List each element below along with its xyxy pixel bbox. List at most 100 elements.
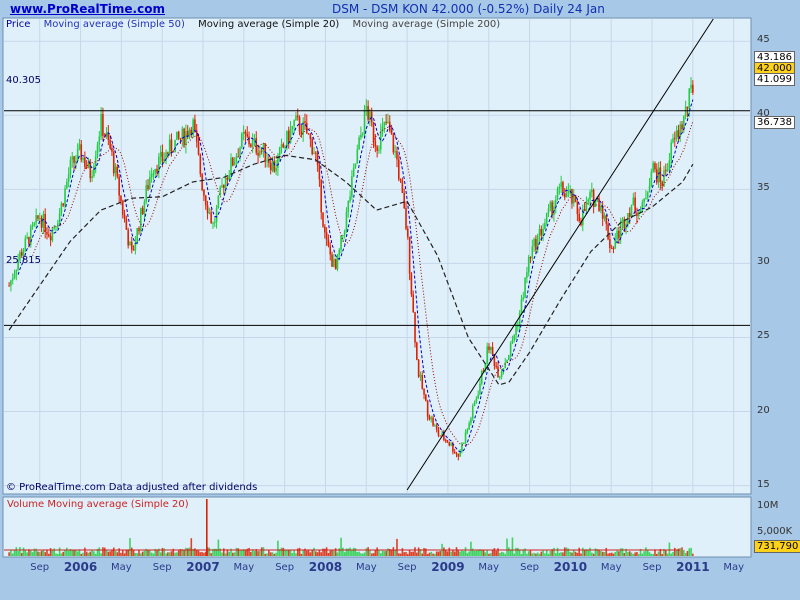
volume-bar [158, 548, 160, 556]
candle-body [232, 157, 234, 166]
volume-bar [572, 549, 575, 556]
candle-body [51, 228, 54, 241]
volume-bar [93, 551, 95, 556]
candle-body [616, 230, 618, 240]
volume-bar [60, 553, 63, 556]
volume-bar [94, 553, 97, 556]
volume-bar [356, 552, 359, 556]
candle-body [277, 155, 279, 168]
candle-body [574, 195, 577, 203]
candle-body [466, 429, 469, 433]
volume-bar [639, 548, 642, 556]
candle-body [71, 156, 74, 160]
candle-body [251, 139, 254, 147]
candle-body [363, 109, 366, 134]
volume-bar [333, 550, 335, 556]
candle-body [493, 354, 496, 367]
x-tick-label: Sep [520, 562, 539, 573]
volume-bar [397, 553, 400, 556]
chart-title: DSM - DSM KON 42.000 (-0.52%) Daily 24 J… [332, 2, 605, 16]
candle-body [441, 433, 443, 437]
volume-bar [536, 552, 539, 556]
candle-body [417, 359, 420, 377]
candle-body [455, 453, 458, 455]
volume-bar [26, 552, 28, 556]
candle-body [632, 197, 635, 206]
candle-body [529, 257, 532, 259]
volume-bar [190, 538, 193, 556]
volume-bar [33, 548, 36, 556]
ma200-line [8, 154, 694, 386]
candle-body [98, 136, 101, 145]
candle-body [502, 368, 505, 372]
volume-bar [648, 552, 651, 556]
volume-bar [222, 548, 225, 556]
candle-body [289, 129, 292, 144]
volume-bar [40, 550, 43, 556]
volume-bar [237, 548, 240, 556]
volume-bar [690, 547, 692, 556]
volume-bar [327, 552, 330, 556]
volume-bar [246, 548, 249, 556]
volume-bar [318, 549, 321, 556]
candle-body [123, 214, 126, 219]
candle-body [452, 443, 454, 452]
candle-body [636, 212, 638, 217]
candle-body [473, 402, 476, 406]
site-link[interactable]: www.ProRealTime.com [10, 2, 165, 16]
candle-body [526, 272, 528, 279]
candle-body [58, 213, 61, 224]
candle-body [661, 181, 663, 187]
legend-ma50: Moving average (Simple 50) [43, 19, 185, 30]
candle-body [592, 189, 595, 208]
volume-bar [132, 549, 135, 556]
candle-body [248, 136, 250, 145]
volume-bar [221, 552, 223, 556]
price-panel [2, 17, 752, 495]
x-tick-label: May [600, 562, 622, 573]
candle-body [504, 362, 507, 369]
volume-bar [136, 553, 138, 556]
candle-body [168, 139, 171, 154]
volume-bar [379, 553, 382, 556]
volume-bar [461, 550, 463, 556]
candle-body [300, 131, 303, 135]
volume-bar [98, 547, 101, 556]
legend-ma20: Moving average (Simple 20) [198, 19, 340, 30]
volume-bar [489, 553, 492, 556]
volume-bar [125, 549, 128, 556]
volume-bar [388, 548, 391, 556]
candle-body [605, 215, 608, 224]
candle-body [623, 219, 626, 229]
low-badge: 41.099 [754, 73, 795, 86]
candle-body [423, 388, 425, 395]
candle-body [114, 166, 117, 174]
x-tick-label: Sep [397, 562, 417, 573]
candle-body [338, 249, 341, 255]
candle-body [291, 126, 294, 130]
candle-body [94, 156, 97, 167]
volume-bar [298, 547, 301, 556]
candle-body [22, 250, 25, 256]
candle-body [176, 131, 178, 140]
volume-bar [17, 551, 19, 556]
candle-body [140, 208, 142, 232]
candle-body [628, 213, 631, 217]
volume-bar [138, 550, 140, 556]
volume-bar [305, 550, 308, 556]
candle-body [421, 375, 424, 389]
candle-body [677, 130, 680, 138]
volume-bar [518, 549, 521, 556]
volume-bar [179, 549, 182, 556]
volume-bar [183, 550, 185, 556]
candle-body [439, 435, 442, 437]
volume-bar [396, 538, 398, 556]
volume-bar [286, 550, 288, 556]
volume-bar [504, 553, 507, 556]
volume-bar [473, 550, 476, 556]
candle-body [316, 153, 319, 166]
candle-body [156, 168, 158, 173]
volume-bar [349, 547, 351, 556]
candle-body [434, 425, 436, 427]
candle-body [111, 148, 113, 152]
